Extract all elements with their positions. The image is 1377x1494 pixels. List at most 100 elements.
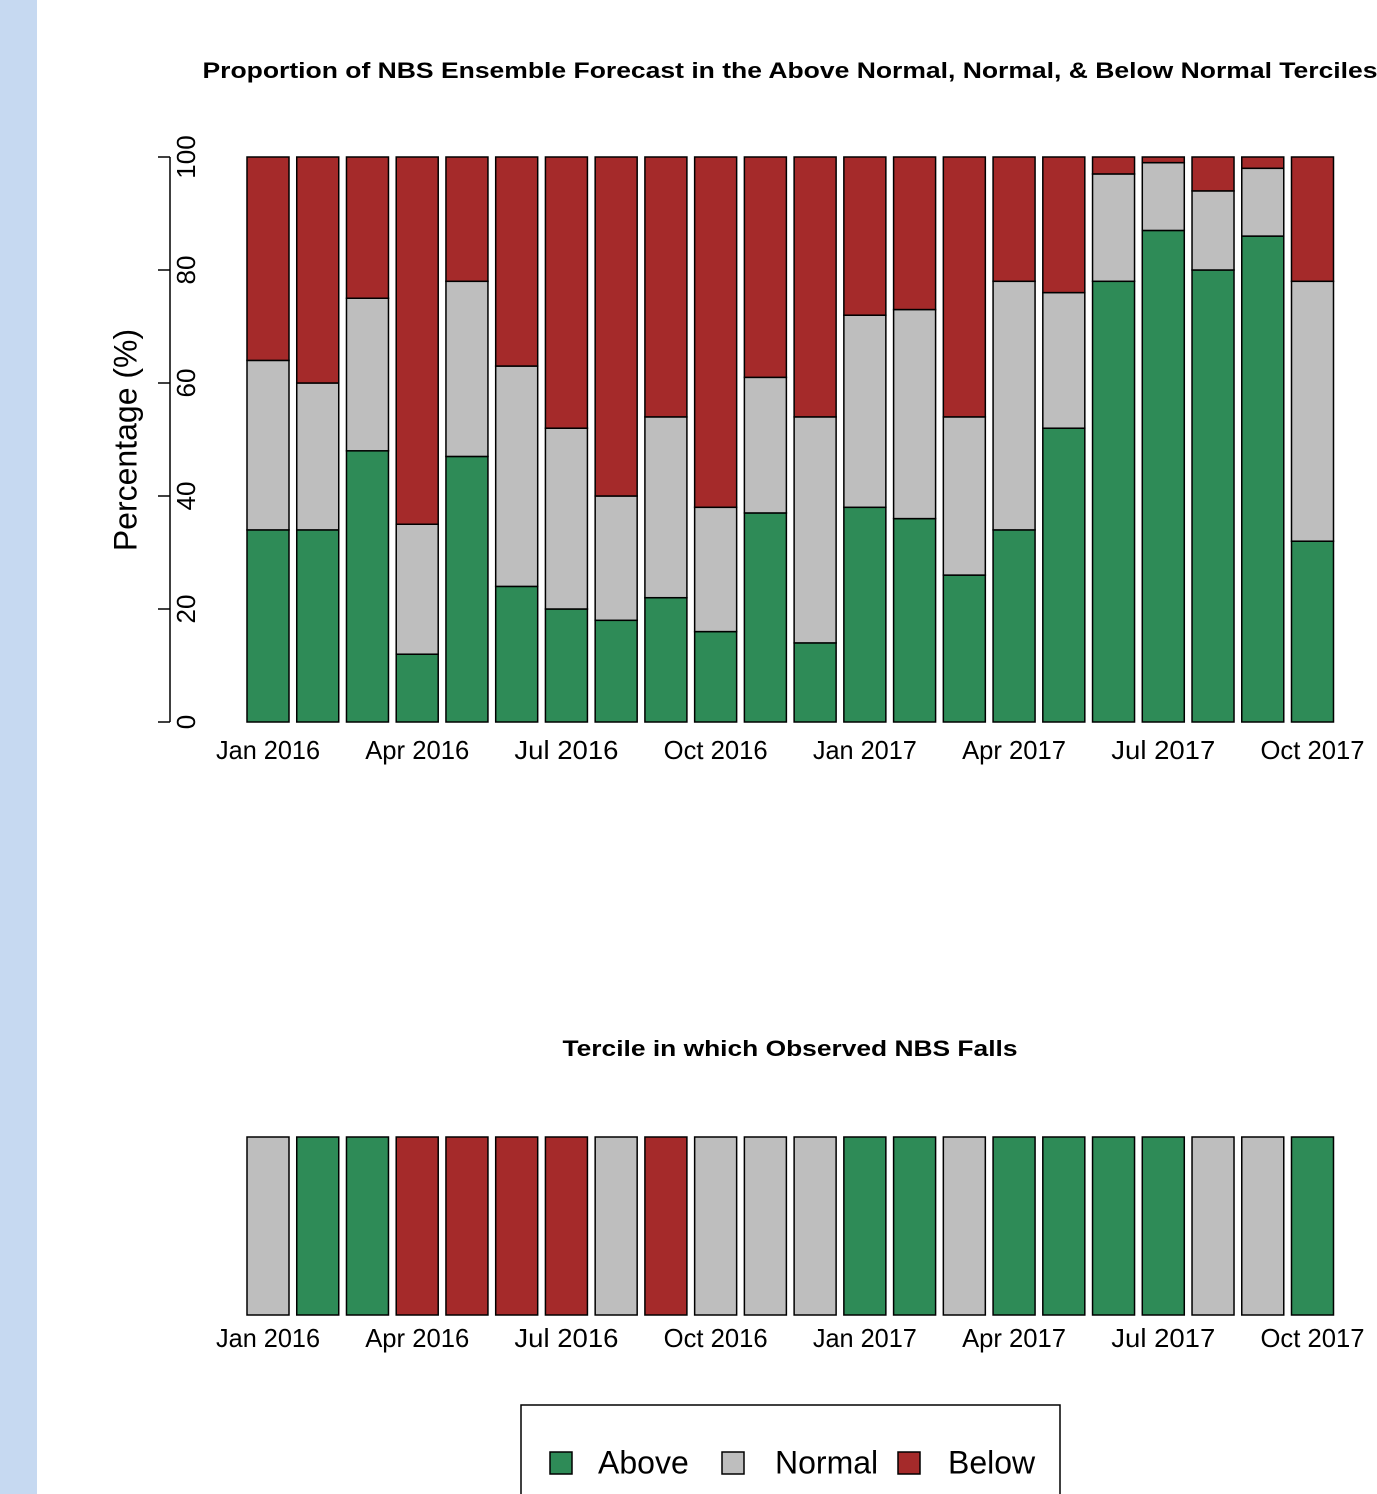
bar-segment — [644, 416, 688, 599]
bar-segment — [445, 455, 489, 723]
bar-segment — [544, 427, 589, 610]
x-tick-label: Jan 2017 — [813, 735, 917, 765]
bar-segment — [1290, 280, 1335, 542]
legend-label: Normal — [775, 1444, 878, 1480]
bar-segment — [544, 608, 589, 723]
bar-segment — [1042, 1136, 1086, 1316]
bar-segment — [445, 156, 489, 283]
bar-segment — [295, 156, 340, 384]
x-tick-label: Apr 2016 — [365, 735, 469, 765]
bar-segment — [1091, 280, 1136, 723]
bar-segment — [843, 314, 887, 509]
bar-segment — [793, 416, 837, 644]
legend-box — [520, 1404, 1061, 1494]
bar-segment — [1290, 156, 1335, 283]
bar-segment — [1290, 1136, 1335, 1316]
bar-segment — [942, 1136, 987, 1316]
bar-segment — [395, 653, 439, 723]
bar-segment — [445, 280, 489, 458]
bar-segment — [693, 156, 738, 509]
bar-segment — [892, 308, 937, 520]
x-tick-label: Jan 2016 — [216, 735, 320, 765]
bar-segment — [295, 529, 340, 723]
bar-segment — [295, 1136, 340, 1316]
bar-segment — [494, 156, 539, 367]
legend-label: Below — [948, 1444, 1036, 1480]
bar-segment — [942, 574, 987, 723]
y-axis-title: Percentage (%) — [107, 329, 143, 551]
bar-segment — [544, 156, 589, 429]
y-tick-label: 40 — [171, 482, 201, 511]
x-tick-label: Oct 2017 — [1261, 735, 1365, 765]
legend-swatch — [549, 1451, 573, 1475]
bar-segment — [793, 156, 837, 418]
bar-segment — [494, 585, 539, 723]
bar-segment — [693, 630, 738, 723]
bar-segment — [892, 1136, 937, 1316]
bar-segment — [693, 506, 738, 633]
bar-segment — [445, 1136, 489, 1316]
chart-title: Tercile in which Observed NBS Falls — [563, 1036, 1018, 1061]
bar-segment — [743, 1136, 788, 1316]
bar-segment — [1042, 427, 1086, 723]
bar-segment — [1191, 190, 1235, 271]
bar-segment — [1241, 167, 1285, 237]
bar-segment — [992, 529, 1036, 723]
bar-segment — [793, 642, 837, 723]
bar-segment — [395, 156, 439, 525]
bar-segment — [743, 376, 788, 514]
bar-segment — [1042, 156, 1086, 294]
x-tick-label: Apr 2017 — [962, 1323, 1066, 1353]
side-strip — [0, 0, 37, 1494]
x-tick-label: Apr 2017 — [962, 735, 1066, 765]
bar-segment — [1141, 161, 1186, 232]
x-tick-label: Jul 2016 — [514, 735, 618, 765]
bar-segment — [246, 156, 290, 362]
y-tick-label: 100 — [171, 135, 201, 178]
x-tick-label: Jan 2016 — [216, 1323, 320, 1353]
bar-segment — [246, 359, 290, 531]
x-tick-label: Jul 2017 — [1111, 1323, 1215, 1353]
bar-segment — [345, 1136, 390, 1316]
y-tick-label: 80 — [171, 256, 201, 285]
bar-segment — [345, 297, 390, 452]
x-tick-label: Oct 2016 — [664, 1323, 768, 1353]
bar-segment — [1290, 540, 1335, 723]
x-tick-label: Jul 2016 — [514, 1323, 618, 1353]
bar-segment — [494, 365, 539, 588]
legend-swatch — [897, 1451, 921, 1475]
bar-segment — [644, 596, 688, 723]
chart-title: Proportion of NBS Ensemble Forecast in t… — [203, 58, 1377, 83]
bar-segment — [843, 506, 887, 723]
bar-segment — [743, 156, 788, 379]
bar-segment — [246, 1136, 290, 1316]
bar-segment — [345, 450, 390, 723]
legend-label: Above — [598, 1444, 689, 1480]
bar-segment — [992, 280, 1036, 531]
bar-segment — [1191, 269, 1235, 723]
x-tick-label: Jan 2017 — [813, 1323, 917, 1353]
bar-segment — [992, 156, 1036, 283]
bar-segment — [1141, 156, 1186, 164]
bar-segment — [1241, 156, 1285, 170]
bar-segment — [1091, 173, 1136, 283]
bar-segment — [693, 1136, 738, 1316]
bar-segment — [1191, 156, 1235, 192]
bar-segment — [345, 156, 390, 299]
y-tick-label: 20 — [171, 595, 201, 624]
bar-segment — [843, 156, 887, 316]
x-tick-label: Apr 2016 — [365, 1323, 469, 1353]
bar-segment — [1241, 235, 1285, 723]
bar-segment — [1191, 1136, 1235, 1316]
bar-segment — [644, 1136, 688, 1316]
bar-segment — [992, 1136, 1036, 1316]
bar-segment — [942, 416, 987, 576]
bar-segment — [246, 529, 290, 723]
bar-segment — [892, 517, 937, 723]
x-tick-label: Oct 2017 — [1261, 1323, 1365, 1353]
y-tick-label: 60 — [171, 369, 201, 398]
bar-segment — [1091, 1136, 1136, 1316]
x-tick-label: Oct 2016 — [664, 735, 768, 765]
bar-segment — [743, 512, 788, 723]
